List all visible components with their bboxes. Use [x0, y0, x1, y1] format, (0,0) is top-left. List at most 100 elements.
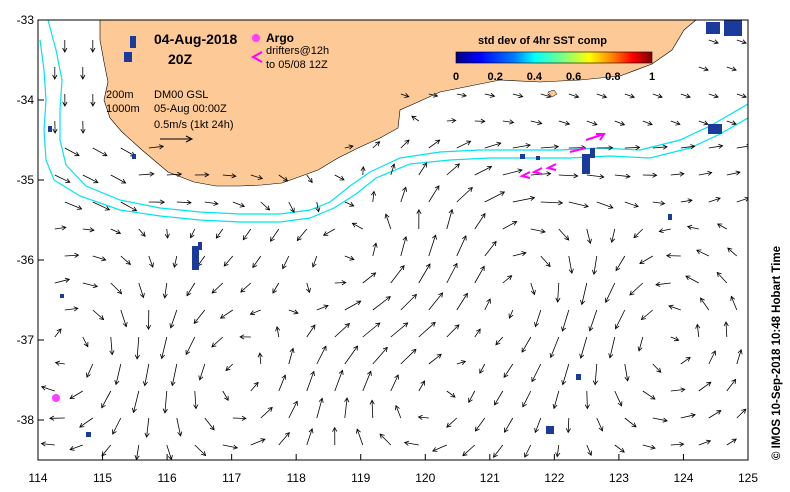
current-vector-head	[211, 288, 217, 294]
current-vector-head	[348, 144, 354, 150]
current-vector	[655, 282, 671, 286]
current-vector-head	[461, 235, 467, 241]
current-vector-head	[434, 185, 440, 191]
current-vector	[456, 187, 473, 203]
current-vector	[670, 389, 685, 392]
current-vector-head	[512, 221, 518, 226]
current-vector-head	[674, 336, 680, 342]
current-vector	[446, 417, 458, 428]
current-vector	[148, 145, 164, 149]
current-vector-head	[716, 271, 722, 277]
current-vector	[475, 417, 486, 432]
current-vector-head	[583, 203, 589, 209]
current-vector-head	[349, 255, 355, 261]
current-vector	[530, 228, 546, 233]
current-vector-head	[109, 350, 115, 356]
current-vector	[240, 282, 252, 293]
current-vector	[41, 386, 55, 392]
current-vector	[596, 201, 613, 209]
current-vector	[624, 417, 637, 428]
current-vector-head	[703, 66, 709, 72]
map-hour: 20Z	[168, 51, 193, 67]
current-vector	[390, 163, 395, 176]
current-vector-head	[741, 408, 747, 414]
current-vector-head	[341, 280, 347, 286]
current-vector	[344, 397, 348, 419]
current-vector-head	[164, 233, 170, 239]
current-vector	[614, 444, 625, 453]
current-vector-head	[690, 413, 696, 418]
current-vector	[495, 336, 504, 345]
current-vector-head	[56, 328, 62, 334]
current-vector	[120, 309, 127, 327]
current-vector	[288, 309, 299, 314]
current-vector	[736, 197, 748, 203]
current-vector-head	[432, 234, 437, 240]
current-vector	[446, 120, 456, 122]
current-vector-head	[640, 315, 646, 321]
current-vector	[609, 336, 616, 358]
current-vector-head	[591, 269, 598, 276]
current-vector	[185, 336, 196, 355]
current-vector-head	[185, 349, 191, 356]
current-vector-head	[411, 293, 417, 300]
current-vector-head	[565, 428, 571, 434]
current-vector-head	[730, 295, 736, 301]
current-vector-head	[403, 322, 409, 328]
current-vector	[120, 201, 137, 212]
current-vector-head	[382, 346, 388, 352]
current-vector-head	[468, 397, 473, 404]
current-vector-head	[718, 143, 724, 149]
current-vector	[400, 187, 407, 203]
current-vector-head	[344, 397, 350, 403]
current-vector	[190, 228, 196, 238]
current-vector	[727, 247, 738, 257]
current-vector	[362, 322, 381, 338]
current-vector	[323, 228, 335, 236]
current-vector-head	[633, 202, 639, 208]
model-time: 05-Aug 00:00Z	[154, 103, 227, 115]
current-vector	[356, 429, 364, 446]
current-vector	[250, 438, 266, 446]
current-vector	[726, 120, 737, 125]
current-vector	[504, 417, 514, 433]
current-vector	[503, 363, 514, 378]
current-vector	[550, 336, 560, 358]
sst-stddev-patches	[48, 20, 742, 437]
current-vector-head	[252, 262, 258, 269]
current-vector-head	[657, 93, 663, 99]
current-vector	[698, 66, 709, 71]
current-vector-head	[49, 415, 55, 421]
current-vector	[730, 296, 738, 311]
current-vector	[736, 93, 747, 98]
current-vector	[173, 255, 178, 268]
current-vector-head	[448, 208, 454, 215]
current-vector-head	[662, 144, 668, 150]
current-vector-head	[315, 207, 321, 213]
current-vector-head	[463, 292, 468, 298]
current-vector-head	[115, 229, 122, 235]
current-vector	[278, 174, 288, 182]
current-vector	[288, 348, 294, 365]
current-vector-head	[73, 306, 79, 312]
current-vector	[642, 444, 656, 449]
current-vector	[215, 228, 224, 239]
current-vector	[558, 174, 578, 177]
current-vector	[211, 282, 224, 294]
current-vector	[418, 263, 431, 284]
current-vector	[278, 374, 286, 392]
current-vector	[86, 363, 94, 378]
current-vector-head	[74, 252, 80, 258]
current-vector	[589, 309, 598, 331]
current-vector	[400, 294, 417, 311]
current-vector	[418, 162, 428, 176]
current-vector	[64, 308, 78, 311]
current-vector	[204, 417, 215, 431]
current-vector-head	[375, 141, 381, 147]
current-vector-head	[486, 298, 491, 304]
current-vector-head	[647, 120, 653, 126]
current-vector-head	[371, 272, 377, 278]
current-vector-head	[64, 277, 71, 283]
current-vector	[726, 66, 737, 71]
current-vector	[82, 228, 94, 231]
